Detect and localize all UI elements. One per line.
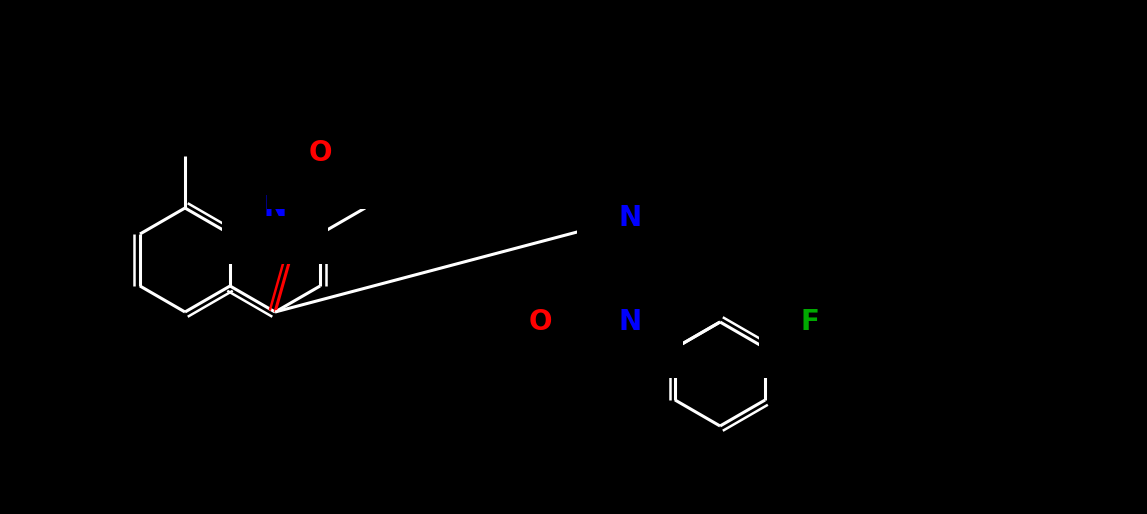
Text: F: F — [801, 308, 820, 336]
Text: N: N — [618, 308, 641, 336]
Text: N: N — [618, 204, 641, 232]
Text: O: O — [528, 308, 552, 336]
Text: O: O — [309, 139, 331, 167]
Text: N: N — [264, 194, 287, 222]
